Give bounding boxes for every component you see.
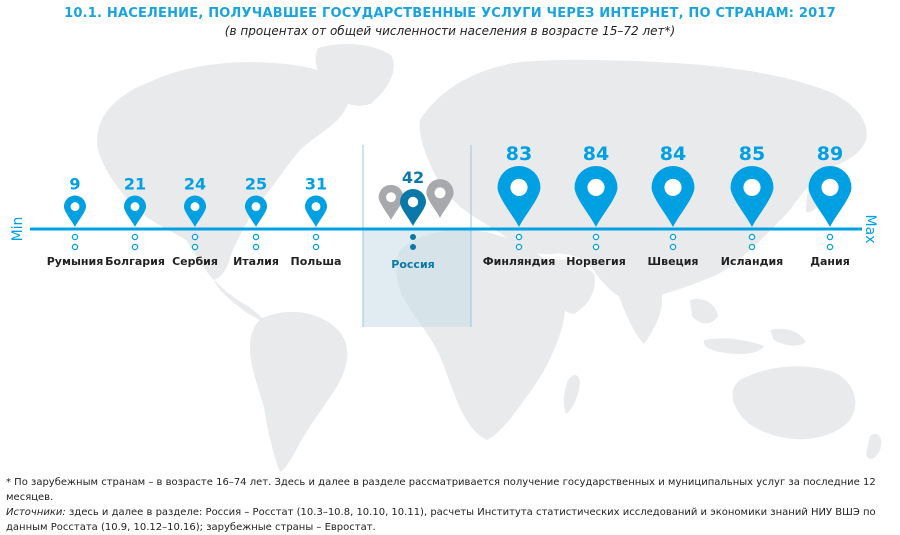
- category-label: Дания: [810, 255, 850, 268]
- axis-ring: [71, 243, 79, 251]
- category-label: Исландия: [721, 255, 783, 268]
- axis-ring: [312, 233, 320, 241]
- pin-6: [497, 165, 541, 227]
- category-label: Сербия: [172, 255, 218, 268]
- axis-dot: [410, 244, 416, 250]
- sources-text: здесь и далее в разделе: Россия – Росста…: [6, 507, 876, 533]
- footnote: * По зарубежным странам – в возрасте 16–…: [6, 475, 896, 535]
- category-label: Финляндия: [483, 255, 556, 268]
- category-label: Швеция: [648, 255, 699, 268]
- pin-3: [244, 195, 268, 227]
- category-label: Россия: [391, 258, 434, 271]
- axis-min-label: Min: [10, 217, 26, 242]
- pin-0-hole: [70, 202, 80, 212]
- pin-ghost-right-hole: [434, 187, 446, 199]
- value-label: 84: [660, 143, 686, 165]
- pin-ghost-left-hole: [386, 192, 396, 203]
- axis-ring: [191, 243, 199, 251]
- axis-ring: [252, 243, 260, 251]
- pin-7-hole: [587, 178, 605, 196]
- category-label: Польша: [291, 255, 342, 268]
- russia-highlight-band: [363, 229, 471, 327]
- pin-6-hole: [510, 178, 528, 196]
- value-label: 85: [739, 143, 765, 165]
- pin-4-hole: [311, 202, 321, 212]
- value-label: 31: [305, 175, 327, 194]
- pin-ghost-right: [426, 179, 454, 218]
- axis-ring: [826, 243, 834, 251]
- axis-ring: [669, 243, 677, 251]
- axis-dot: [410, 234, 416, 240]
- category-label: Болгария: [105, 255, 165, 268]
- axis-ring: [748, 233, 756, 241]
- pin-10: [808, 165, 852, 227]
- category-label: Италия: [233, 255, 279, 268]
- chart-title: 10.1. НАСЕЛЕНИЕ, ПОЛУЧАВШЕЕ ГОСУДАРСТВЕН…: [64, 6, 836, 21]
- pin-4: [304, 195, 328, 227]
- pin-7: [574, 165, 618, 227]
- axis-ring: [131, 233, 139, 241]
- axis-ring: [71, 233, 79, 241]
- value-label: 84: [583, 143, 609, 165]
- pin-5: [400, 189, 426, 226]
- pin-0: [63, 195, 87, 227]
- value-label: 89: [817, 143, 843, 165]
- value-label: 83: [506, 143, 532, 165]
- value-label: 24: [184, 175, 206, 194]
- category-label: Румыния: [47, 255, 104, 268]
- chart-subtitle: (в процентах от общей численности населе…: [224, 24, 676, 38]
- pin-2-hole: [190, 202, 200, 212]
- footnote-sources: Источники: здесь и далее в разделе: Росс…: [6, 505, 896, 535]
- axis-ring: [131, 243, 139, 251]
- axis-ring: [592, 243, 600, 251]
- value-label: 42: [402, 168, 424, 187]
- pin-1-hole: [130, 202, 140, 212]
- footnote-note: * По зарубежным странам – в возрасте 16–…: [6, 477, 876, 503]
- pin-1: [123, 195, 147, 227]
- pin-ghost-left: [378, 184, 404, 220]
- pin-2: [183, 195, 207, 227]
- axis-ring: [515, 233, 523, 241]
- category-label: Норвегия: [566, 255, 626, 268]
- pin-9-hole: [743, 178, 761, 196]
- pin-9: [730, 165, 774, 227]
- pin-5-hole: [407, 196, 419, 208]
- axis-ring: [252, 233, 260, 241]
- axis-ring: [191, 233, 199, 241]
- pin-3-hole: [251, 202, 261, 212]
- axis-ring: [592, 233, 600, 241]
- value-label: 25: [245, 175, 267, 194]
- axis-ring: [748, 243, 756, 251]
- axis-max-label: Max: [862, 215, 878, 244]
- pin-10-hole: [821, 178, 839, 196]
- pin-8: [651, 165, 695, 227]
- value-label: 21: [124, 175, 146, 194]
- axis-ring: [826, 233, 834, 241]
- pin-8-hole: [664, 178, 682, 196]
- axis-ring: [312, 243, 320, 251]
- axis-ring: [669, 233, 677, 241]
- sources-label: Источники:: [6, 507, 66, 518]
- value-label: 9: [69, 175, 80, 194]
- axis-ring: [515, 243, 523, 251]
